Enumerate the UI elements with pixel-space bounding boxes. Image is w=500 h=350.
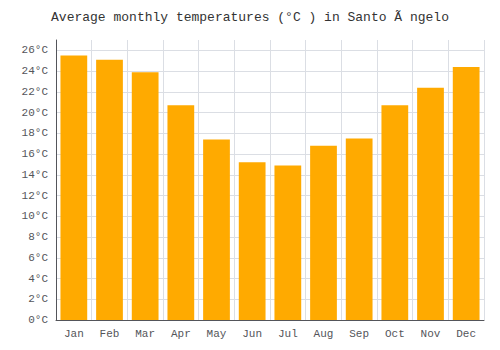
svg-text:Mar: Mar — [135, 328, 155, 340]
svg-text:0°C: 0°C — [28, 314, 48, 326]
svg-text:22°C: 22°C — [22, 86, 49, 98]
svg-text:May: May — [207, 328, 227, 340]
svg-text:Apr: Apr — [171, 328, 191, 340]
svg-text:Jan: Jan — [64, 328, 84, 340]
svg-text:18°C: 18°C — [22, 127, 49, 139]
svg-text:14°C: 14°C — [22, 169, 49, 181]
svg-text:Jun: Jun — [242, 328, 262, 340]
svg-text:12°C: 12°C — [22, 190, 49, 202]
svg-text:10°C: 10°C — [22, 210, 49, 222]
svg-text:Oct: Oct — [385, 328, 405, 340]
svg-text:Jul: Jul — [278, 328, 298, 340]
svg-text:16°C: 16°C — [22, 148, 49, 160]
svg-text:8°C: 8°C — [28, 231, 48, 243]
svg-text:Sep: Sep — [349, 328, 369, 340]
svg-text:4°C: 4°C — [28, 273, 48, 285]
svg-text:2°C: 2°C — [28, 293, 48, 305]
svg-text:26°C: 26°C — [22, 44, 49, 56]
svg-text:6°C: 6°C — [28, 252, 48, 264]
svg-text:Nov: Nov — [421, 328, 441, 340]
svg-text:Dec: Dec — [456, 328, 476, 340]
svg-text:Average monthly temperatures (: Average monthly temperatures (°C ) in Sa… — [51, 10, 449, 25]
svg-text:24°C: 24°C — [22, 65, 49, 77]
svg-text:20°C: 20°C — [22, 107, 49, 119]
svg-text:Aug: Aug — [314, 328, 334, 340]
svg-text:Feb: Feb — [100, 328, 120, 340]
